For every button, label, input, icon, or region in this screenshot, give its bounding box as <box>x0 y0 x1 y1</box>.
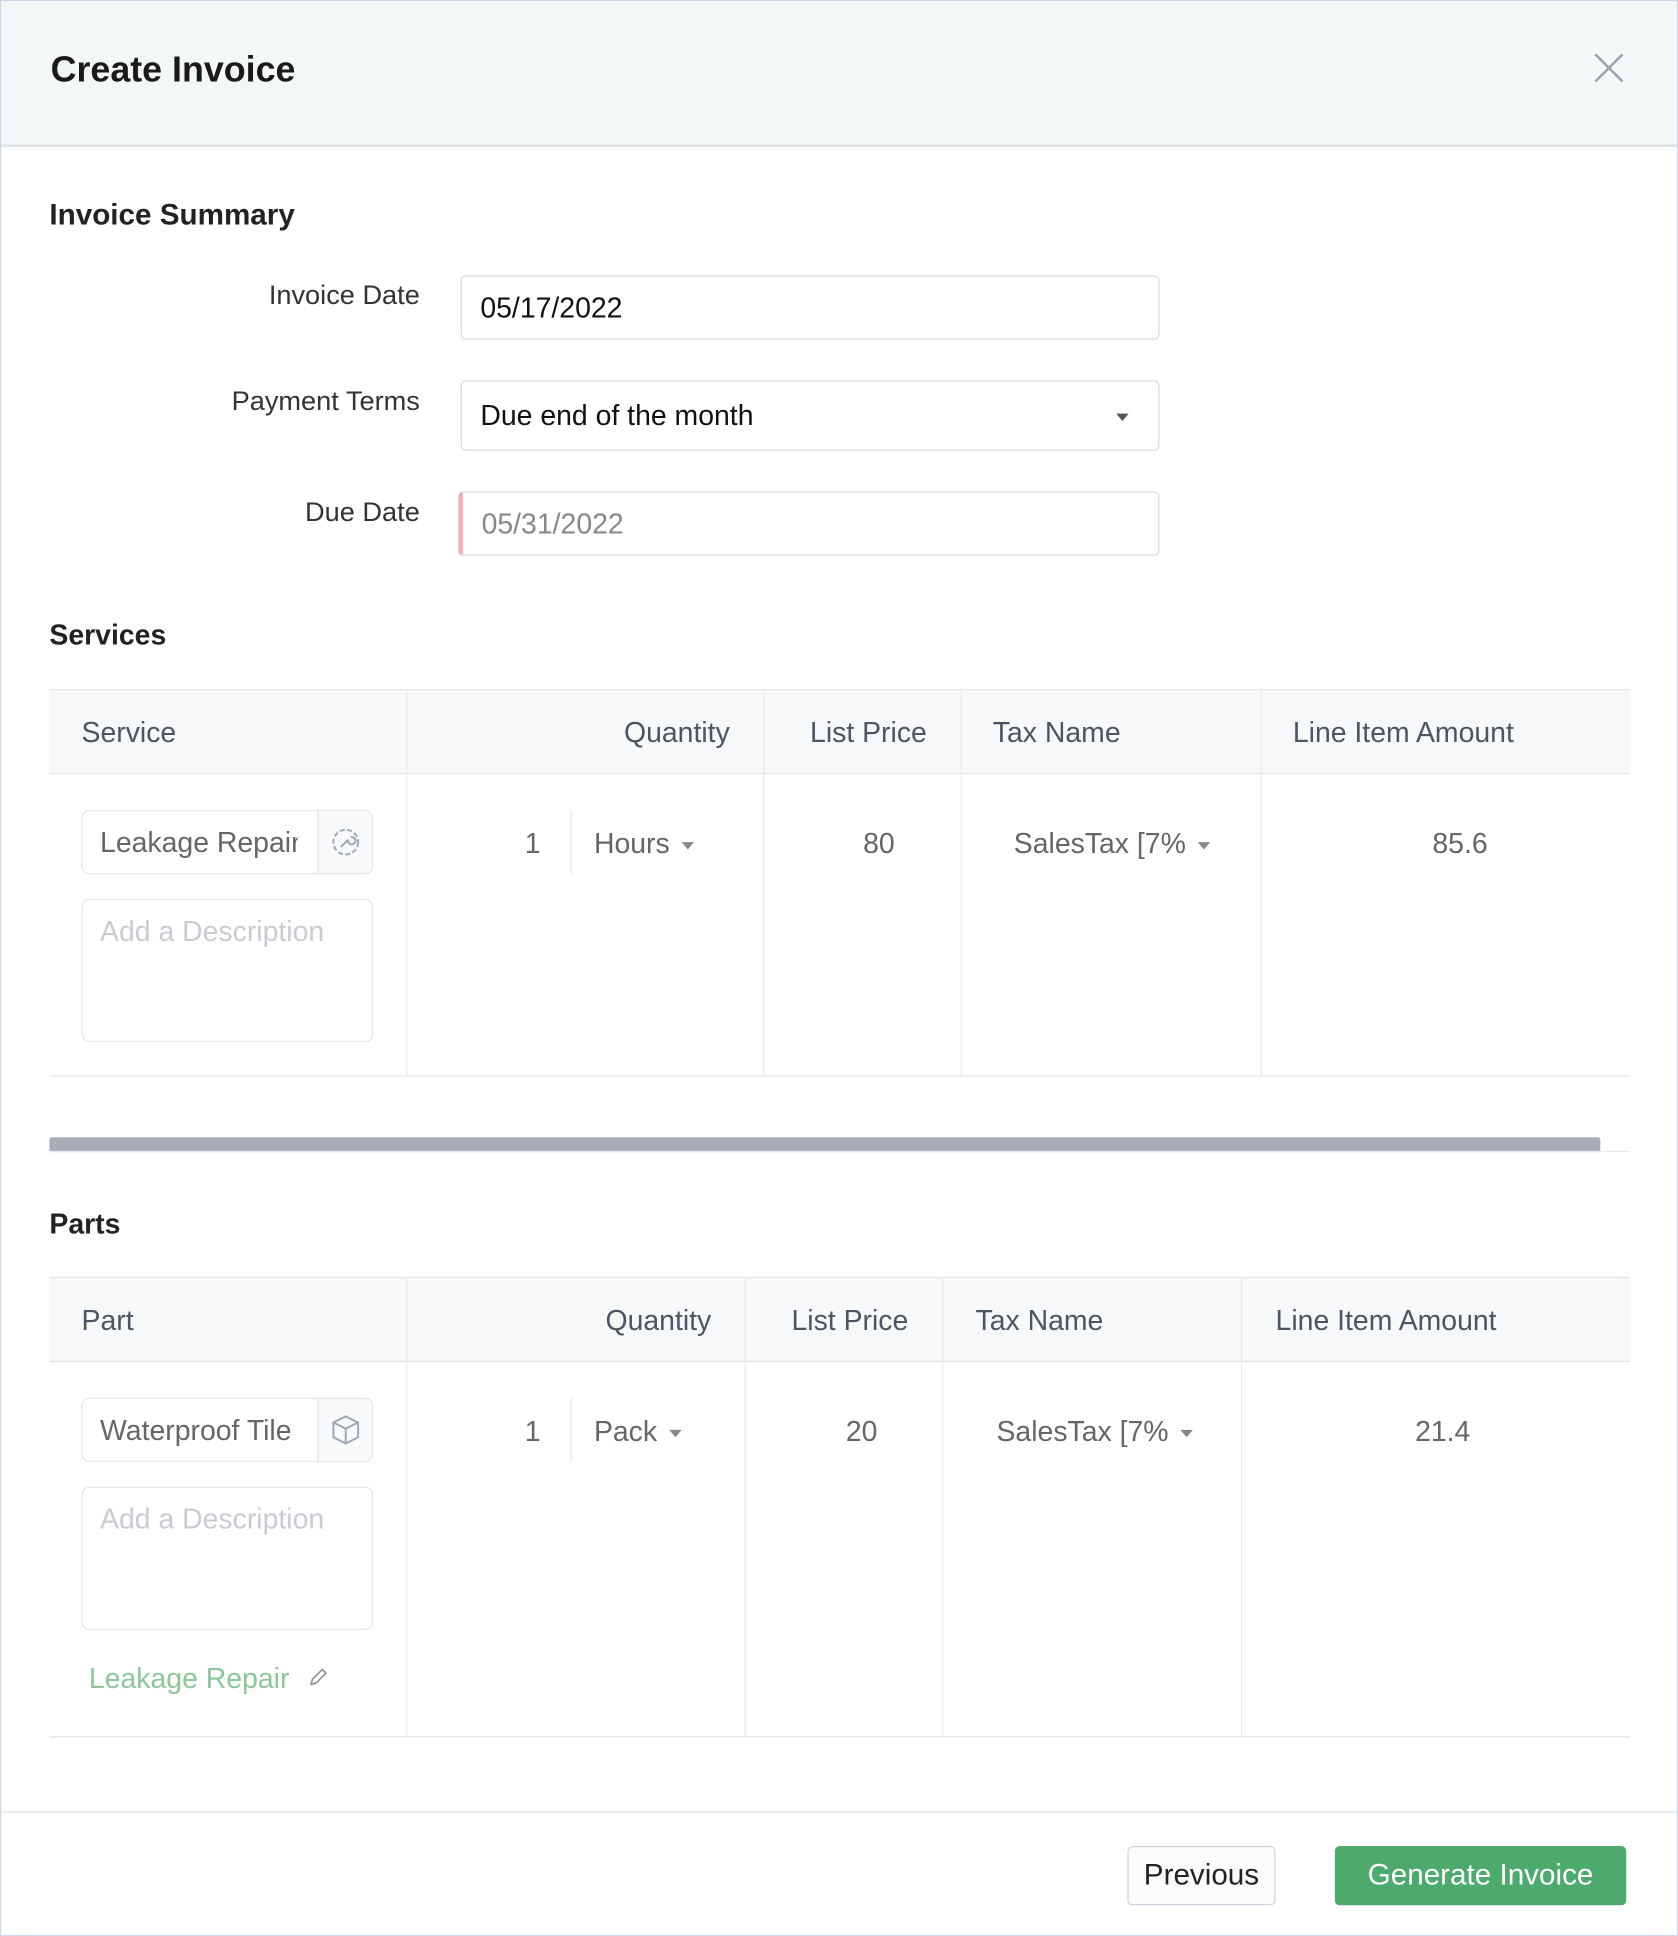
service-quantity[interactable]: 1 <box>524 827 541 860</box>
col-quantity: Quantity <box>623 715 730 748</box>
service-unit-select[interactable]: Hours <box>593 827 695 860</box>
part-tax: SalesTax [7% <box>996 1415 1169 1448</box>
invoice-date-input[interactable]: 05/17/2022 <box>460 275 1160 340</box>
chevron-down-icon <box>1116 413 1129 422</box>
parts-heading: Parts <box>49 1207 121 1240</box>
close-icon[interactable] <box>1592 51 1627 86</box>
chevron-down-icon <box>669 1429 682 1438</box>
payment-terms-select[interactable]: Due end of the month <box>460 380 1160 451</box>
part-unit-select[interactable]: Pack <box>594 1415 682 1448</box>
payment-terms-value: Due end of the month <box>480 398 754 431</box>
pencil-icon[interactable] <box>307 1666 329 1688</box>
horizontal-scrollbar[interactable] <box>49 1137 1601 1153</box>
part-tax-select[interactable]: SalesTax [7% <box>996 1415 1194 1448</box>
linked-service-link[interactable]: Leakage Repair <box>89 1662 330 1695</box>
due-date-label: Due Date <box>305 496 420 528</box>
col-quantity: Quantity <box>605 1303 712 1336</box>
services-heading: Services <box>49 618 167 651</box>
part-name: Waterproof Tile <box>100 1413 292 1446</box>
col-service: Service <box>81 715 177 748</box>
part-amount: 21.4 <box>1415 1415 1471 1448</box>
dialog-title: Create Invoice <box>50 50 296 91</box>
col-tax-name: Tax Name <box>975 1303 1104 1336</box>
payment-terms-label: Payment Terms <box>231 385 420 417</box>
service-unit: Hours <box>593 827 670 860</box>
dialog-header: Create Invoice <box>1 1 1677 147</box>
chevron-down-icon <box>682 842 695 850</box>
box-icon[interactable] <box>317 1399 372 1461</box>
col-line-item-amount: Line Item Amount <box>1275 1303 1497 1336</box>
part-description-input[interactable]: Add a Description <box>81 1486 373 1630</box>
service-list-price[interactable]: 80 <box>863 827 895 860</box>
service-tax: SalesTax [7% <box>1013 827 1186 860</box>
col-part: Part <box>81 1303 134 1336</box>
generate-invoice-button[interactable]: Generate Invoice <box>1334 1846 1627 1906</box>
parts-table: Part Quantity List Price Tax Name Line I… <box>49 1276 1630 1738</box>
col-list-price: List Price <box>810 715 927 748</box>
footer-divider <box>1 1811 1677 1813</box>
service-amount: 85.6 <box>1432 827 1488 860</box>
service-tax-select[interactable]: SalesTax [7% <box>1014 827 1211 860</box>
part-list-price[interactable]: 20 <box>845 1415 878 1448</box>
part-unit: Pack <box>593 1415 658 1448</box>
wrench-gear-icon[interactable] <box>317 811 372 874</box>
col-list-price: List Price <box>791 1303 909 1336</box>
due-date-value: 05/31/2022 <box>481 506 624 539</box>
due-date-input[interactable]: 05/31/2022 <box>458 491 1160 556</box>
linked-service: Leakage Repair <box>88 1662 290 1695</box>
col-line-item-amount: Line Item Amount <box>1292 715 1514 748</box>
service-description-input[interactable]: Add a Description <box>81 898 373 1043</box>
services-table: Service Quantity List Price Tax Name Lin… <box>49 689 1630 1077</box>
part-name-input[interactable]: Waterproof Tile <box>81 1397 373 1463</box>
invoice-date-value: 05/17/2022 <box>480 290 623 323</box>
invoice-date-label: Invoice Date <box>268 279 420 310</box>
col-tax-name: Tax Name <box>992 715 1121 748</box>
chevron-down-icon <box>1180 1429 1194 1438</box>
service-name-input[interactable]: Leakage Repair <box>81 810 373 875</box>
chevron-down-icon <box>1198 842 1211 850</box>
invoice-summary-heading: Invoice Summary <box>49 198 295 233</box>
part-quantity[interactable]: 1 <box>524 1415 541 1448</box>
previous-button[interactable]: Previous <box>1127 1846 1276 1906</box>
service-name: Leakage Repair <box>100 826 298 859</box>
